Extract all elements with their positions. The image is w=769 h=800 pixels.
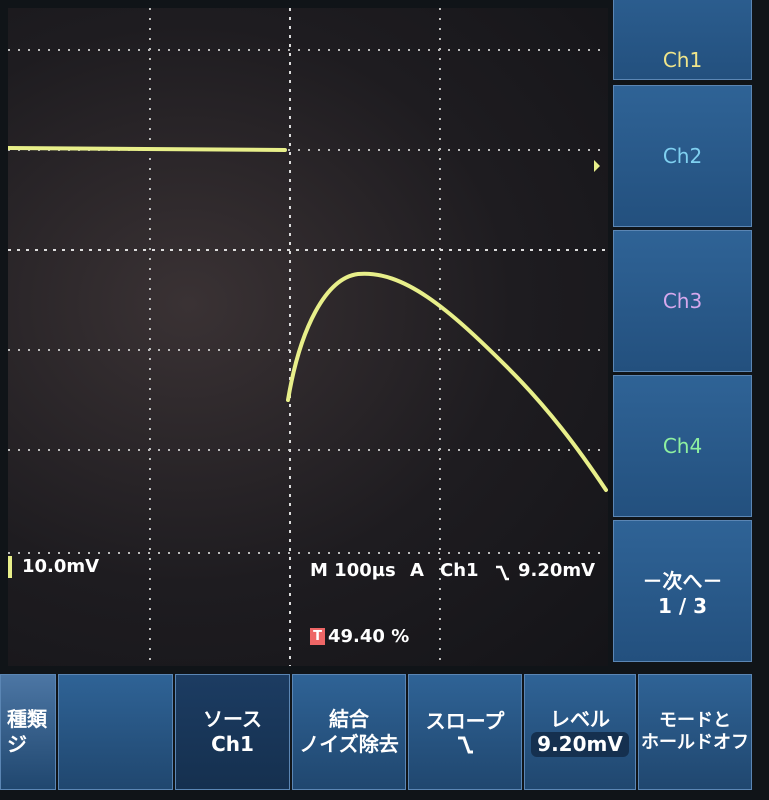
trigger-position-icon: T [310,628,325,645]
button-label: －次へ－ [642,568,723,593]
trigger-level: 9.20mV [518,560,596,581]
slope-button[interactable]: スロープ [408,674,522,790]
vertical-scale: 10.0mV [22,556,100,577]
ch1-button[interactable]: Ch1 [613,0,752,80]
slope-icon [496,565,509,581]
button-label: Ch1 [662,48,703,72]
button-value: ジ [7,732,27,756]
button-title: 種類 [7,707,47,731]
trigger-level-marker [594,160,600,172]
level-button[interactable]: レベル 9.20mV [524,674,636,790]
next-page-button[interactable]: －次へ－ 1 / 3 [613,520,752,662]
button-title: スロープ [425,708,505,733]
slope-icon [458,736,473,753]
button-value: Ch1 [211,732,254,756]
button-value: 9.20mV [531,732,629,757]
source-button[interactable]: ソース Ch1 [175,674,290,790]
button-title: ソース [203,707,262,731]
button-title: モードと [659,709,731,731]
waveform-display: 10.0mV M 100µs A Ch1 9.20mV T 49.40 % [8,8,608,666]
mode-holdoff-button[interactable]: モードと ホールドオフ [638,674,752,790]
graticule [8,8,608,666]
trace-pulse [286,271,608,492]
ch2-button[interactable]: Ch2 [613,85,752,227]
coupling-button[interactable]: 結合 ノイズ除去 [292,674,406,790]
button-value: ホールドオフ [641,732,749,753]
timebase: M 100µs [310,560,396,581]
type-button[interactable]: 種類ジ [0,674,56,790]
empty-button[interactable] [58,674,173,790]
ch4-button[interactable]: Ch4 [613,375,752,517]
button-label: Ch3 [662,289,703,313]
button-label: Ch2 [662,144,703,168]
button-value: ノイズ除去 [299,732,399,756]
trigger-position: 49.40 % [328,626,410,647]
ch1-marker [8,556,12,578]
trigger-mode: A [410,560,424,581]
page-indicator: 1 / 3 [657,593,708,618]
button-label: Ch4 [662,434,703,458]
trigger-source: Ch1 [440,560,479,581]
button-title: レベル [550,707,610,731]
trace-baseline [8,146,287,152]
button-title: 結合 [329,707,369,731]
ch3-button[interactable]: Ch3 [613,230,752,372]
